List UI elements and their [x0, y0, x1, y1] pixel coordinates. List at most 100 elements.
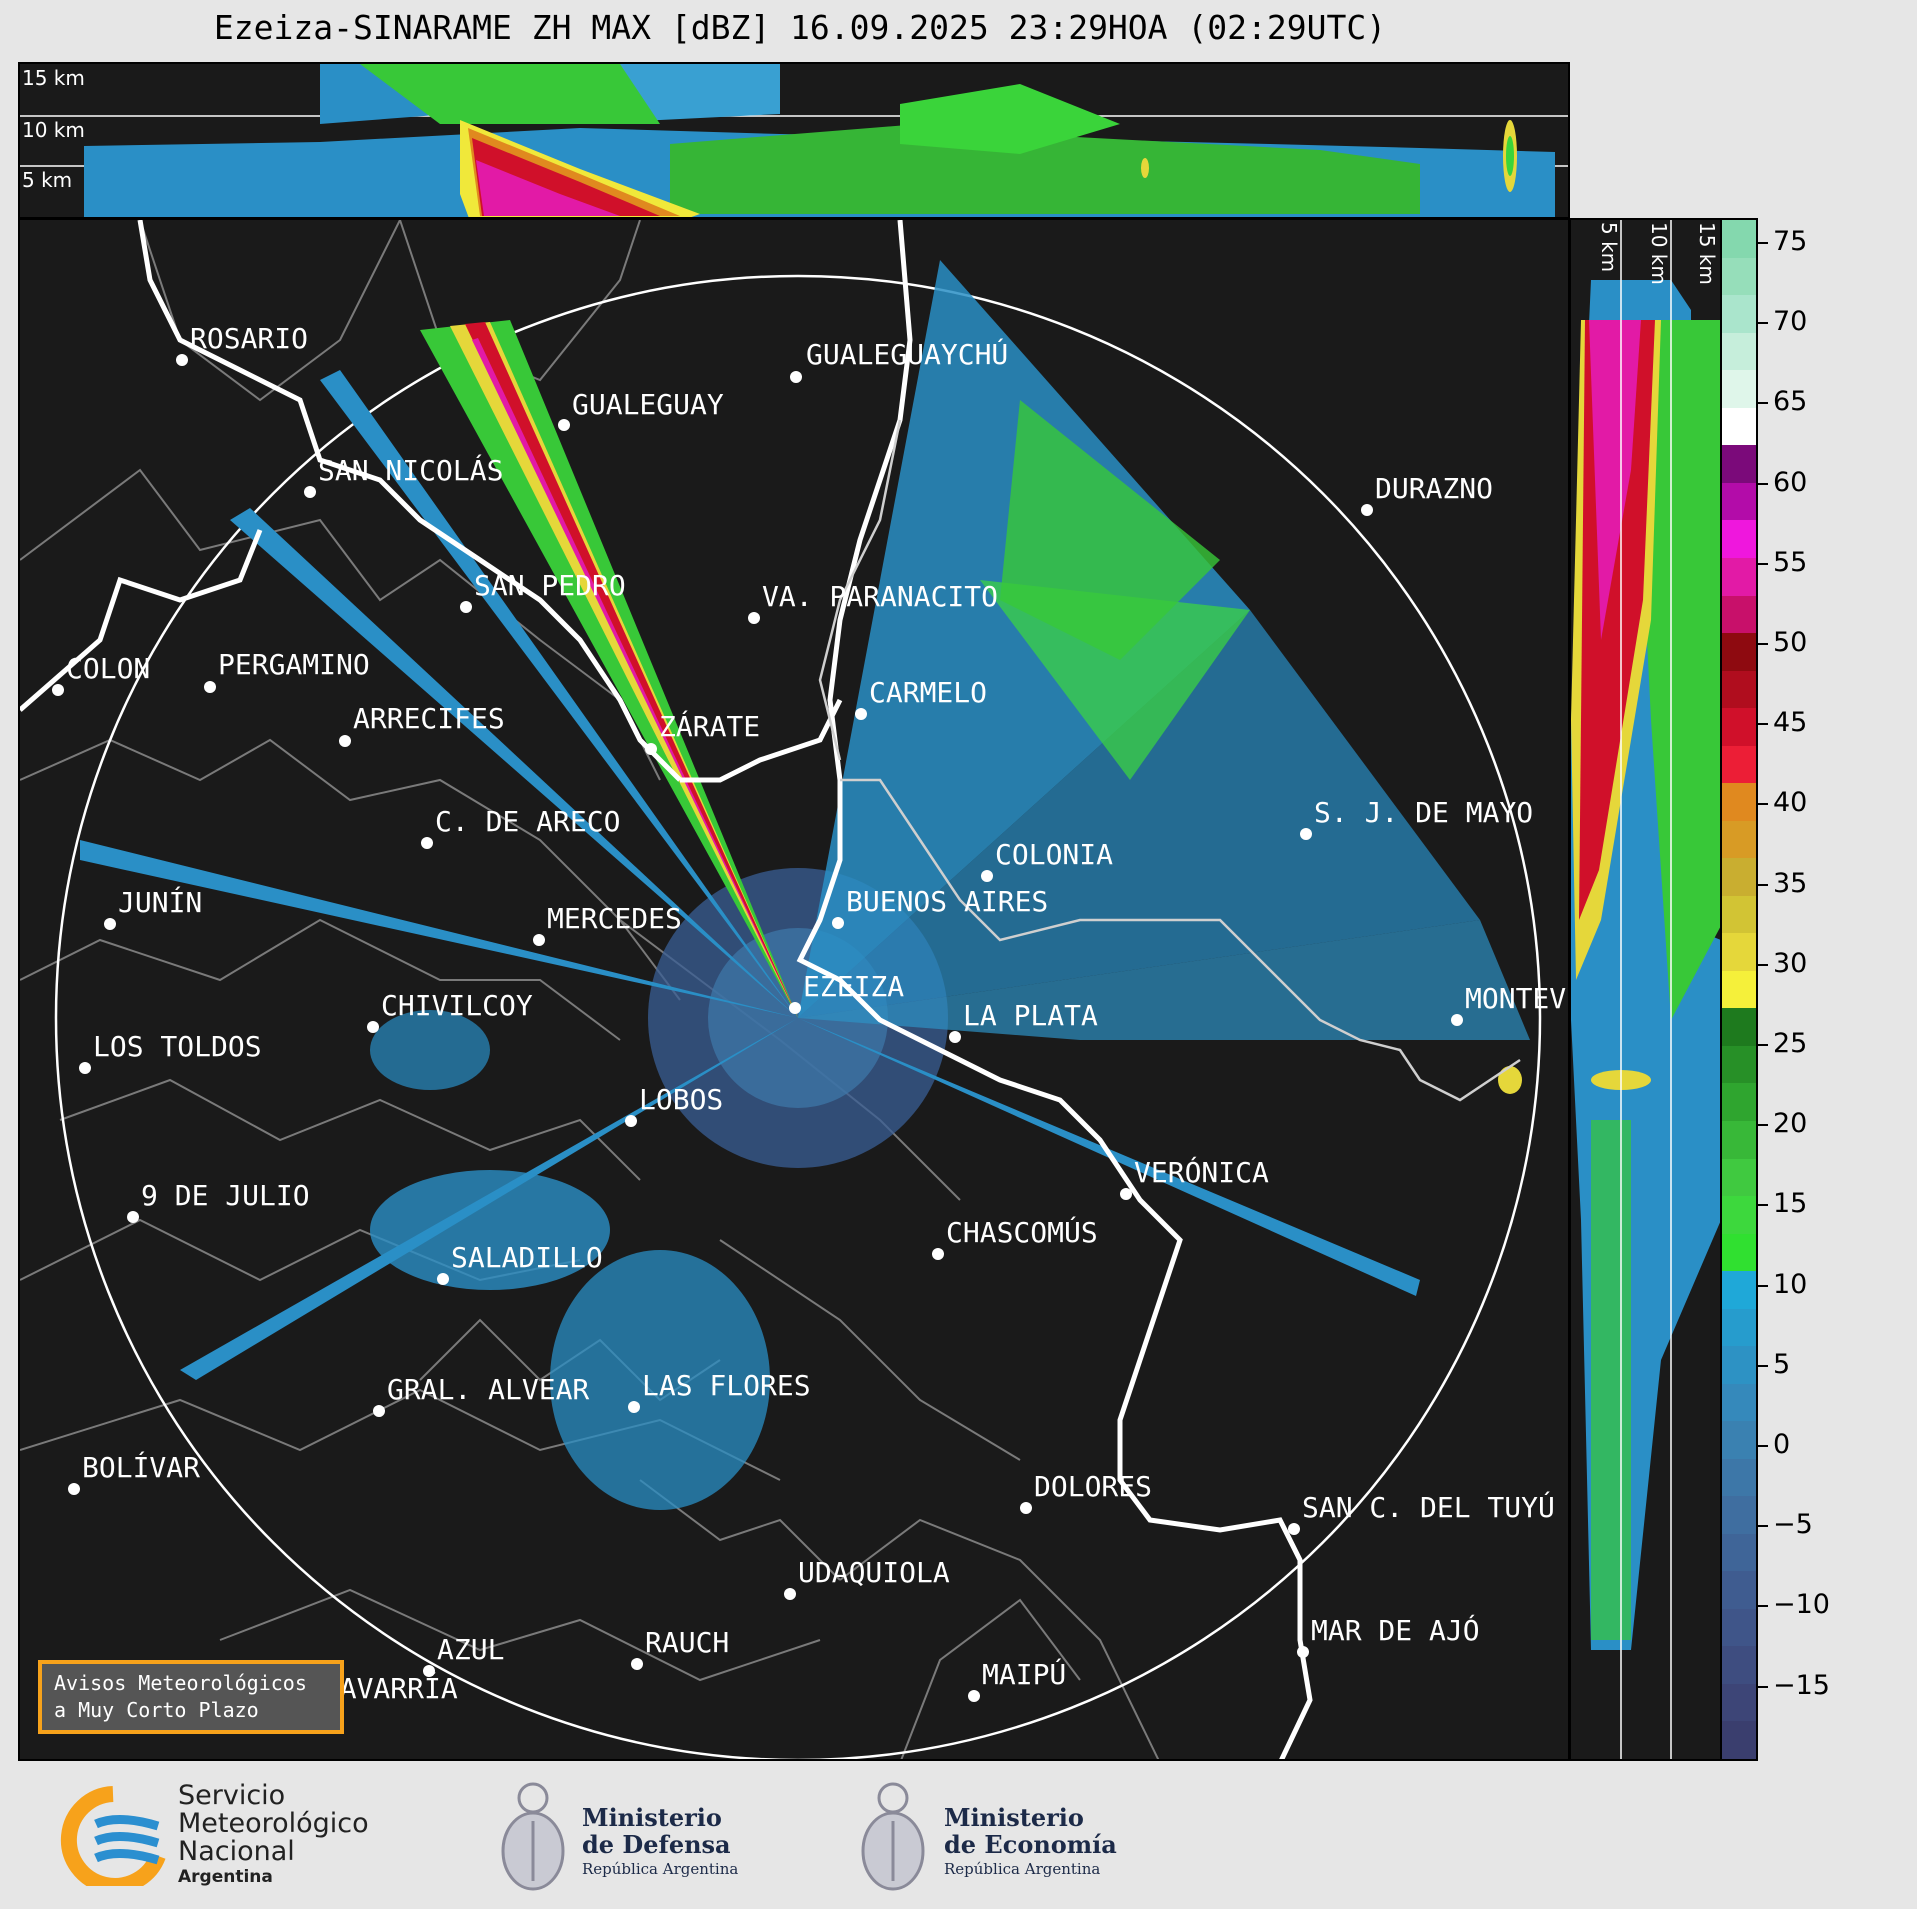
city-dot-rosario — [176, 354, 188, 366]
city-label-gualeguaychu: GUALEGUAYCHÚ — [806, 338, 1009, 371]
colorbar-segment — [1722, 1533, 1756, 1572]
defensa-coat-of-arms-icon — [495, 1776, 571, 1896]
city-dot-san-c-del-tuyu — [1288, 1523, 1300, 1535]
colorbar-segment — [1722, 370, 1756, 408]
city-label-colon: COLON — [66, 652, 151, 685]
defensa-sub: República Argentina — [582, 1860, 739, 1878]
city-dot-9-de-julio — [127, 1211, 139, 1223]
city-dot-arrecifes — [339, 735, 351, 747]
radar-map-svg — [20, 220, 1542, 1759]
city-label-junin: JUNÍN — [118, 886, 203, 919]
city-label-pergamino: PERGAMINO — [218, 648, 370, 681]
city-label-saladillo: SALADILLO — [451, 1241, 603, 1274]
colorbar-segment — [1722, 1458, 1756, 1497]
city-dot-chascomus — [932, 1248, 944, 1260]
economia-text: Ministerio de Economía — [944, 1804, 1117, 1858]
colorbar-tick-mark — [1758, 562, 1768, 565]
city-label-carmelo: CARMELO — [869, 676, 988, 709]
city-label-la-plata: LA PLATA — [963, 999, 1098, 1032]
city-label-arrecifes: ARRECIFES — [353, 702, 505, 735]
colorbar-tick-mark — [1758, 1685, 1768, 1688]
colorbar-segment — [1722, 1383, 1756, 1422]
uruguay-border — [818, 419, 1521, 1102]
colorbar-segment — [1722, 220, 1756, 258]
colorbar-tick-mark — [1758, 1605, 1768, 1608]
city-label-montevideo: MONTEVIDEO — [1465, 982, 1568, 1015]
city-dot-pergamino — [204, 681, 216, 693]
colorbar-tick-mark — [1758, 1445, 1768, 1447]
side-height-label-15km: 15 km — [1695, 222, 1719, 285]
colorbar-segment — [1722, 1721, 1756, 1759]
colorbar-tick-label: 5 — [1773, 1348, 1791, 1380]
city-label-9-de-julio: 9 DE JULIO — [141, 1179, 310, 1212]
city-label-chivilcoy: CHIVILCOY — [381, 989, 533, 1022]
colorbar-tick-mark — [1758, 402, 1768, 405]
city-dot-azul — [423, 1665, 435, 1677]
top-cross-section-panel: 15 km 10 km 5 km — [18, 62, 1570, 219]
city-dot-colon — [52, 684, 64, 696]
city-label-buenos-aires: BUENOS AIRES — [846, 885, 1049, 918]
city-label-chascomus: CHASCOMÚS — [946, 1216, 1098, 1249]
city-dot-c-de-areco — [421, 837, 433, 849]
city-dot-veronica — [1120, 1188, 1132, 1200]
side-cross-section-svg — [1571, 220, 1720, 1759]
smn-line3: Nacional — [178, 1836, 295, 1867]
city-dot-bolivar — [68, 1483, 80, 1495]
radar-map-panel[interactable]: ROSARIO GUALEGUAYCHÚ GUALEGUAY SAN NICOL… — [18, 218, 1570, 1761]
city-dot-va-paranacito — [748, 612, 760, 624]
colorbar-segment — [1722, 295, 1756, 333]
colorbar-segment — [1722, 1196, 1756, 1234]
city-label-mar-de-ajo: MAR DE AJÓ — [1311, 1614, 1480, 1647]
colorbar-tick-label: 45 — [1773, 707, 1808, 739]
city-dot-montevideo — [1451, 1014, 1463, 1026]
city-label-bolivar: BOLÍVAR — [82, 1451, 201, 1484]
city-label-durazno: DURAZNO — [1375, 472, 1494, 505]
economia-line1: Ministerio — [944, 1803, 1084, 1832]
colorbar-segment — [1722, 1008, 1756, 1046]
colorbar-tick-mark — [1758, 1044, 1768, 1046]
city-label-ezeiza: EZEIZA — [803, 970, 905, 1003]
colorbar-tick-mark — [1758, 1124, 1768, 1127]
city-label-c-de-areco: C. DE ARECO — [435, 805, 621, 838]
city-label-los-toldos: LOS TOLDOS — [93, 1030, 262, 1063]
colorbar-segment — [1722, 520, 1756, 558]
colorbar-tick-label: 15 — [1773, 1188, 1808, 1220]
colorbar-segment — [1722, 670, 1756, 709]
city-dot-udaquiola — [784, 1588, 796, 1600]
coastline-and-rivers — [20, 220, 1313, 1759]
colorbar-segment — [1722, 1496, 1756, 1534]
city-dot-maipu — [968, 1690, 980, 1702]
colorbar-segment — [1722, 257, 1756, 296]
top-cross-section-svg — [20, 64, 1568, 217]
city-label-gral-alvear: GRAL. ALVEAR — [387, 1373, 590, 1406]
city-dot-ezeiza — [789, 1002, 801, 1014]
colorbar-segment — [1722, 895, 1756, 934]
colorbar-tick-mark — [1758, 883, 1768, 886]
colorbar-segment — [1722, 1045, 1756, 1084]
smn-line1: Servicio — [178, 1780, 286, 1811]
colorbar-tick-mark — [1758, 1364, 1768, 1367]
colorbar-tick-mark — [1758, 242, 1768, 244]
colorbar-tick-mark — [1758, 803, 1768, 806]
city-label-gualeguay: GUALEGUAY — [572, 388, 724, 421]
city-dot-mercedes — [533, 934, 545, 946]
avisos-button[interactable]: Avisos Meteorológicos a Muy Corto Plazo — [38, 1660, 344, 1734]
smn-line4: Argentina — [178, 1867, 273, 1887]
city-dot-san-pedro — [460, 601, 472, 613]
colorbar-segment — [1722, 1683, 1756, 1722]
smn-logo — [58, 1786, 168, 1886]
colorbar-segment — [1722, 482, 1756, 521]
colorbar-segment — [1722, 1421, 1756, 1459]
avisos-line1: Avisos Meteorológicos — [54, 1671, 307, 1695]
city-label-va-paranacito: VA. PARANACITO — [762, 580, 999, 613]
economia-line2: de Economía — [944, 1830, 1117, 1859]
top-height-label-10km: 10 km — [22, 118, 85, 142]
city-dot-mar-de-ajo — [1297, 1646, 1309, 1658]
colorbar-tick-mark — [1758, 643, 1768, 645]
city-dot-colonia — [981, 870, 993, 882]
city-label-maipu: MAIPÚ — [982, 1658, 1067, 1691]
colorbar-tick-mark — [1758, 723, 1768, 726]
colorbar-segment — [1722, 933, 1756, 971]
colorbar-tick-label: 30 — [1773, 947, 1808, 979]
colorbar-segment — [1722, 858, 1756, 896]
